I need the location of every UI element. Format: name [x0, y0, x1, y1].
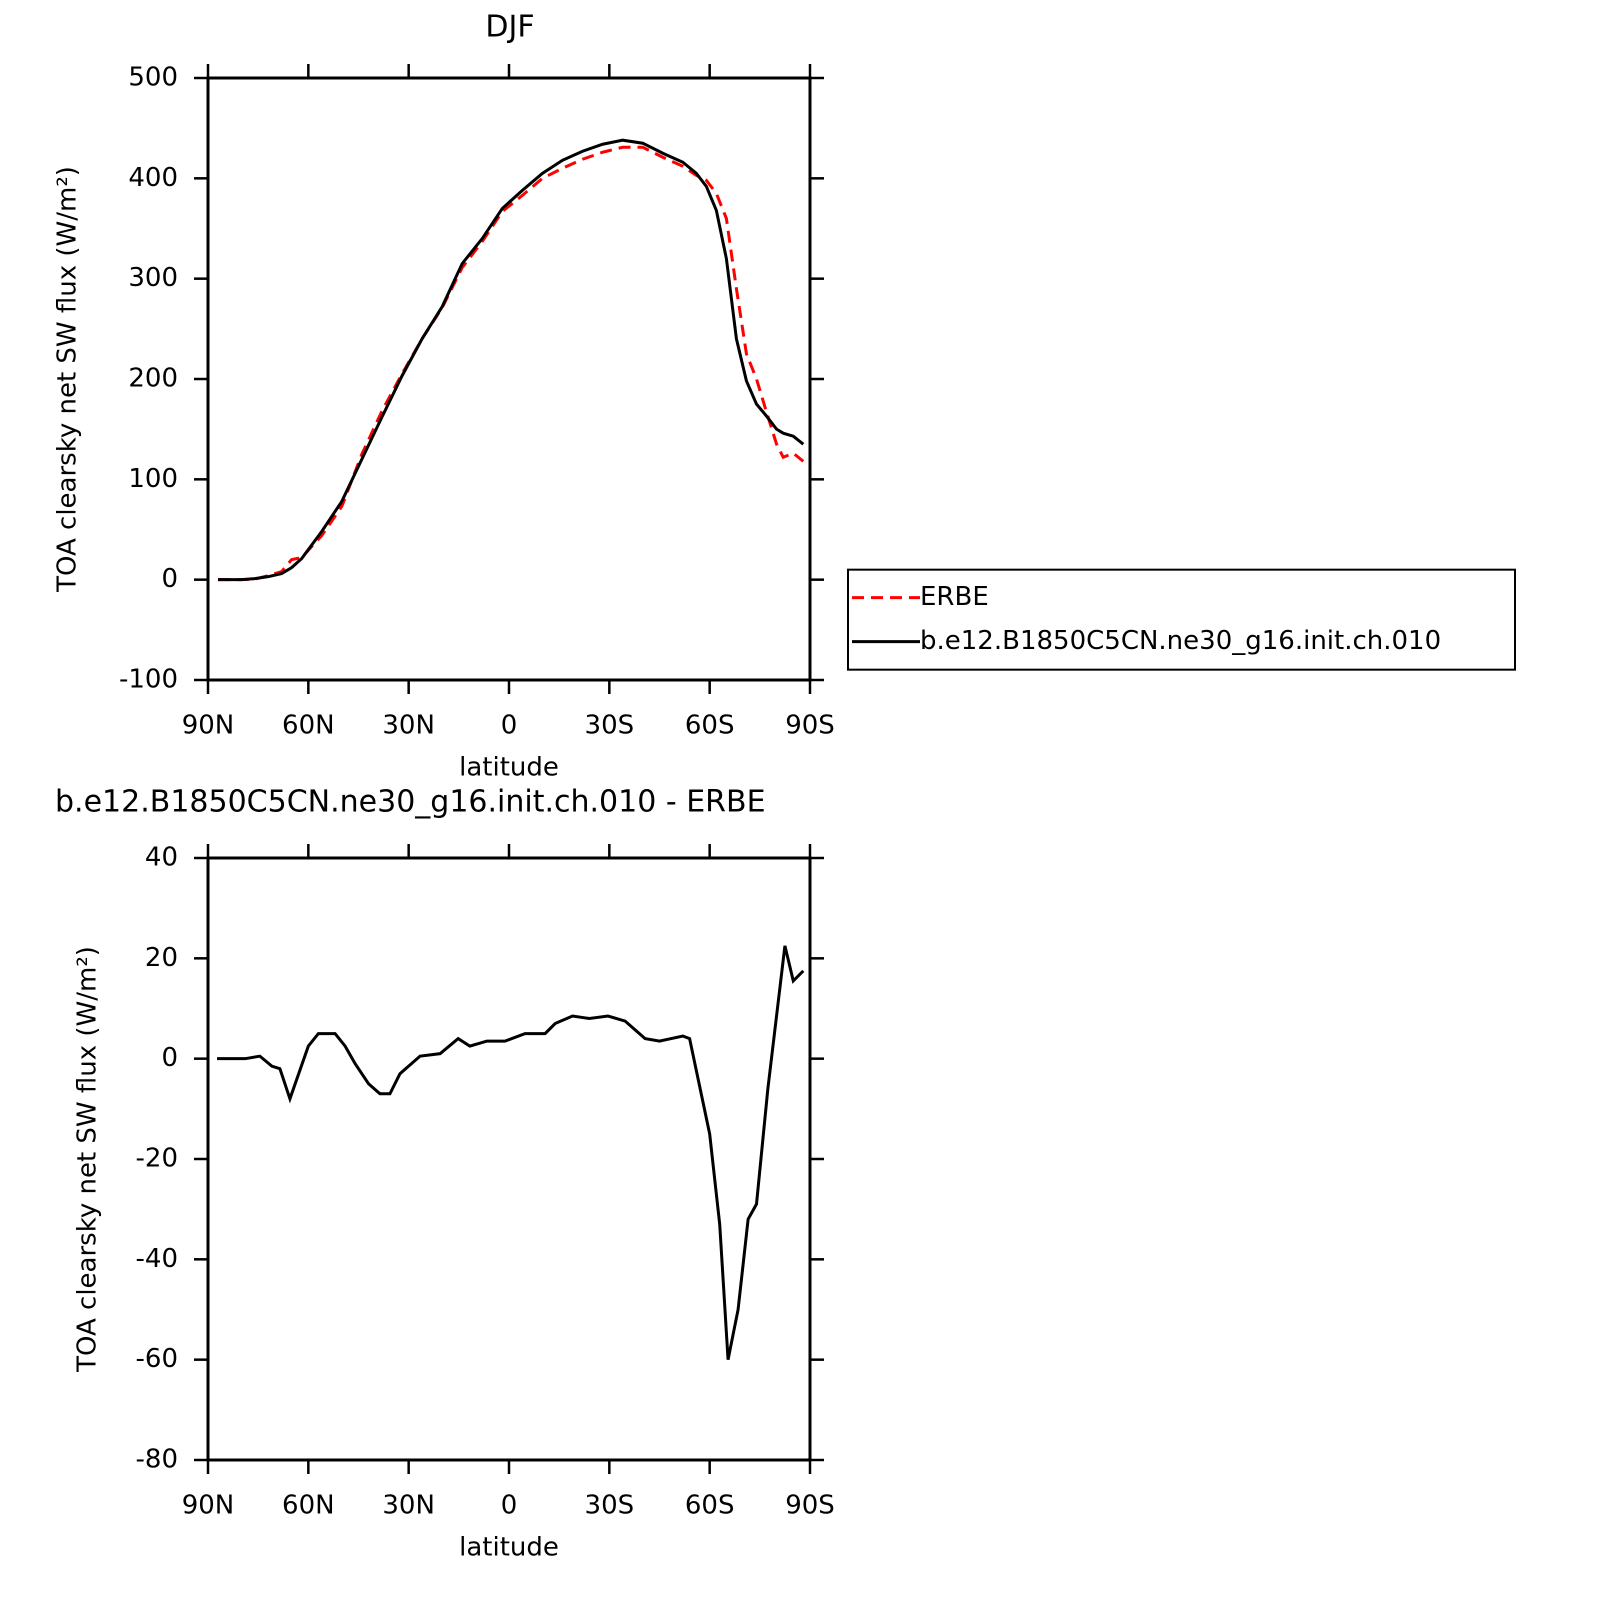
y-tick-label: 40	[145, 843, 178, 873]
y-tick-label: 20	[145, 943, 178, 973]
x-tick-label: 30S	[585, 1491, 635, 1521]
x-tick-label: 30N	[382, 711, 435, 741]
y-tick-label: 500	[128, 63, 178, 93]
x-axis-label: latitude	[459, 753, 559, 783]
y-tick-label: -100	[119, 665, 178, 695]
plot-frame	[206, 76, 812, 682]
x-tick-label: 60S	[685, 1491, 735, 1521]
data-line	[217, 945, 805, 1360]
y-tick-label: 0	[161, 1043, 178, 1073]
x-tick-label: 0	[501, 1491, 518, 1521]
y-axis-label: TOA clearsky net SW flux (W/m²)	[73, 946, 103, 1373]
chart-title: b.e12.B1850C5CN.ne30_g16.init.ch.010 - E…	[55, 785, 766, 820]
y-axis-label: TOA clearsky net SW flux (W/m²)	[53, 166, 83, 593]
x-tick-label: 60N	[282, 711, 335, 741]
legend-label: b.e12.B1850C5CN.ne30_g16.init.ch.010	[920, 626, 1441, 656]
x-tick-label: 60N	[282, 1491, 335, 1521]
y-tick-label: 0	[161, 564, 178, 594]
y-tick-label: 300	[128, 263, 178, 293]
data-line	[218, 138, 805, 582]
x-axis-label: latitude	[459, 1533, 559, 1563]
legend-box	[847, 568, 1516, 671]
x-tick-label: 0	[501, 711, 518, 741]
x-tick-label: 90S	[785, 1491, 835, 1521]
chart-title: DJF	[485, 10, 534, 45]
plot-frame	[206, 856, 812, 1462]
y-tick-label: -60	[136, 1344, 178, 1374]
y-tick-label: 400	[128, 163, 178, 193]
y-tick-label: -80	[136, 1445, 178, 1475]
legend-label: ERBE	[920, 582, 989, 612]
y-tick-label: 200	[128, 364, 178, 394]
x-tick-label: 90N	[182, 1491, 235, 1521]
y-tick-label: 100	[128, 464, 178, 494]
x-tick-label: 90S	[785, 711, 835, 741]
y-tick-label: -20	[136, 1144, 178, 1174]
x-tick-label: 60S	[685, 711, 735, 741]
x-tick-label: 90N	[182, 711, 235, 741]
x-tick-label: 30N	[382, 1491, 435, 1521]
y-tick-label: -40	[136, 1244, 178, 1274]
x-tick-label: 30S	[585, 711, 635, 741]
